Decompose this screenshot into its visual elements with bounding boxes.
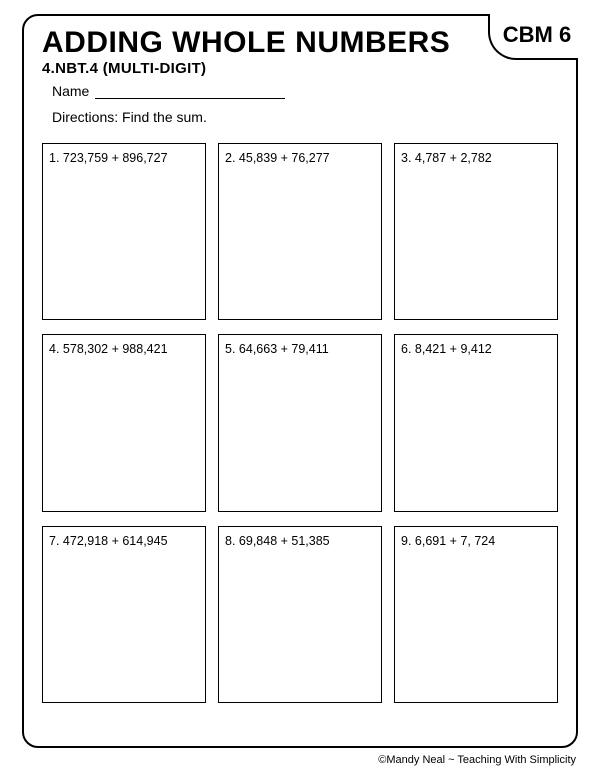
problem-number: 7. (49, 533, 59, 551)
name-row: Name (52, 83, 558, 99)
problem-expression: 4,787 + 2,782 (415, 150, 492, 168)
standard-subtitle: 4.NBT.4 (MULTI-DIGIT) (42, 60, 558, 77)
problem-grid: 1. 723,759 + 896,727 2. 45,839 + 76,277 … (42, 143, 558, 703)
problem-expression: 723,759 + 896,727 (63, 150, 168, 168)
problem-expression: 45,839 + 76,277 (239, 150, 330, 168)
problem-expression: 472,918 + 614,945 (63, 533, 168, 551)
problem-expression: 69,848 + 51,385 (239, 533, 330, 551)
problem-cell: 7. 472,918 + 614,945 (42, 526, 206, 703)
problem-expression: 64,663 + 79,411 (239, 341, 329, 359)
problem-number: 8. (225, 533, 235, 551)
problem-cell: 5. 64,663 + 79,411 (218, 334, 382, 511)
problem-cell: 2. 45,839 + 76,277 (218, 143, 382, 320)
problem-expression: 6,691 + 7, 724 (415, 533, 495, 551)
problem-expression: 8,421 + 9,412 (415, 341, 492, 359)
page-title: ADDING WHOLE NUMBERS (42, 28, 450, 58)
copyright-footer: ©Mandy Neal ~ Teaching With Simplicity (378, 754, 576, 766)
problem-number: 4. (49, 341, 59, 359)
problem-cell: 8. 69,848 + 51,385 (218, 526, 382, 703)
problem-cell: 9. 6,691 + 7, 724 (394, 526, 558, 703)
problem-number: 9. (401, 533, 411, 551)
problem-cell: 3. 4,787 + 2,782 (394, 143, 558, 320)
problem-number: 2. (225, 150, 235, 168)
worksheet-page: CBM 6 ADDING WHOLE NUMBERS 4.NBT.4 (MULT… (22, 14, 578, 748)
name-input-line[interactable] (95, 85, 285, 99)
cbm-badge: CBM 6 (488, 14, 578, 60)
problem-number: 5. (225, 341, 235, 359)
problem-number: 1. (49, 150, 59, 168)
badge-text: CBM 6 (503, 22, 571, 48)
problem-cell: 1. 723,759 + 896,727 (42, 143, 206, 320)
directions-text: Directions: Find the sum. (52, 109, 558, 125)
problem-cell: 4. 578,302 + 988,421 (42, 334, 206, 511)
problem-number: 6. (401, 341, 411, 359)
name-label: Name (52, 83, 89, 99)
problem-number: 3. (401, 150, 411, 168)
problem-expression: 578,302 + 988,421 (63, 341, 168, 359)
header: ADDING WHOLE NUMBERS (42, 28, 558, 58)
problem-cell: 6. 8,421 + 9,412 (394, 334, 558, 511)
